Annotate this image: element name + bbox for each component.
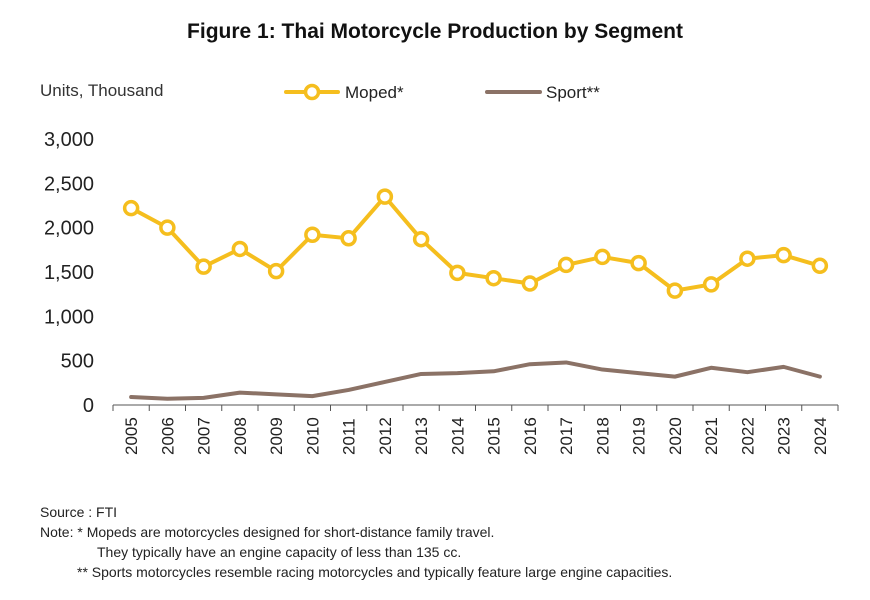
- x-tick-label: 2013: [412, 417, 431, 455]
- note-line-1: Note: * Mopeds are motorcycles designed …: [40, 524, 495, 540]
- data-point-moped: [630, 254, 647, 272]
- x-tick-label: 2020: [666, 417, 685, 455]
- x-tick-label: 2007: [195, 417, 214, 455]
- data-point-moped: [340, 230, 357, 247]
- data-point-moped: [485, 269, 502, 287]
- note-line-2: They typically have an engine capacity o…: [97, 544, 462, 560]
- y-tick-label: 500: [61, 351, 94, 373]
- footnotes: Source : FTI Note: * Mopeds are motorcyc…: [40, 502, 672, 582]
- x-tick-label: 2017: [557, 417, 576, 455]
- data-point-moped: [702, 276, 720, 293]
- data-point-moped: [739, 250, 756, 267]
- x-tick-label: 2005: [122, 417, 141, 455]
- y-tick-label: 2,500: [44, 173, 94, 195]
- y-tick-label: 3,000: [44, 129, 94, 151]
- source-note: Source : FTI: [40, 504, 118, 520]
- data-point-moped: [122, 199, 140, 217]
- y-tick-label: 1,500: [44, 262, 94, 284]
- legend-marker-moped: [303, 83, 321, 101]
- x-tick-label: 2008: [231, 417, 250, 455]
- legend-label-sport: Sport**: [546, 83, 600, 102]
- data-point-moped: [376, 188, 394, 205]
- x-tick-label: 2021: [702, 417, 721, 455]
- x-tick-label: 2022: [738, 417, 757, 455]
- data-point-moped: [159, 219, 176, 236]
- x-axis: 2005 2006 2007 2008 2009 2010 2011 2012 2013 2014…: [112, 404, 839, 455]
- x-tick-label: 2018: [593, 417, 612, 455]
- x-tick-label: 2016: [521, 417, 540, 455]
- data-point-moped: [304, 226, 321, 244]
- y-tick-label: 2,000: [44, 218, 94, 240]
- series-layer: [122, 188, 829, 401]
- chart-title: Figure 1: Thai Motorcycle Production by …: [187, 20, 683, 43]
- data-point-moped: [195, 258, 212, 275]
- data-point-moped: [521, 275, 539, 292]
- x-tick-label: 2014: [448, 417, 467, 455]
- x-tick-label: 2015: [485, 417, 504, 455]
- data-point-moped: [594, 248, 611, 266]
- y-tick-label: 1,000: [44, 306, 94, 328]
- y-axis-unit-label: Units, Thousand: [40, 81, 164, 100]
- x-tick-label: 2009: [267, 417, 286, 455]
- data-point-moped: [557, 256, 575, 274]
- data-point-moped: [412, 230, 430, 248]
- x-tick-label: 2011: [340, 418, 359, 455]
- data-point-moped: [775, 246, 792, 264]
- data-point-moped: [231, 240, 249, 258]
- note-line-3: ** Sports motorcycles resemble racing mo…: [77, 564, 673, 580]
- x-tick-label: 2019: [630, 417, 649, 455]
- legend: Moped* Sport**: [284, 83, 600, 102]
- data-point-moped: [449, 264, 466, 282]
- x-tick-label: 2024: [811, 417, 830, 455]
- data-point-moped: [666, 282, 684, 299]
- x-tick-label: 2006: [158, 417, 177, 455]
- x-tick-label: 2010: [303, 417, 322, 455]
- data-point-moped: [811, 257, 829, 275]
- data-point-moped: [267, 262, 285, 280]
- series-line-sport: [129, 360, 822, 401]
- y-axis-ticks: 0 500 1,000 1,500 2,000 2,500 3,000: [44, 129, 94, 417]
- x-tick-label: 2023: [775, 417, 794, 455]
- x-tick-label: 2012: [376, 417, 395, 455]
- legend-label-moped: Moped*: [345, 83, 404, 102]
- y-tick-label: 0: [83, 395, 94, 417]
